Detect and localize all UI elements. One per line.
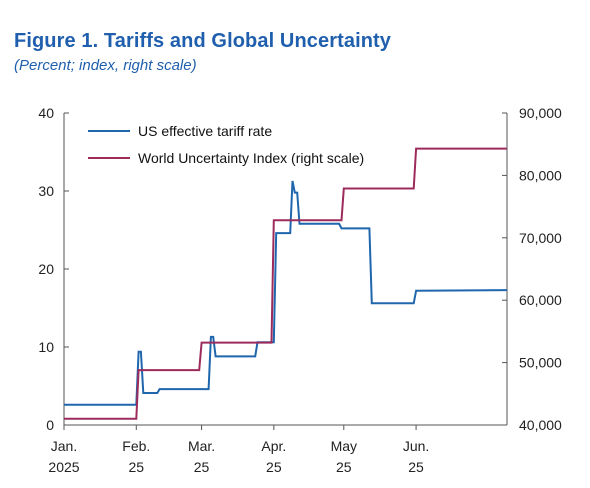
y-right-tick-label: 60,000 [519,292,562,308]
us-effective-tariff-rate-line [64,180,508,406]
y-right-tick-label: 90,000 [519,105,562,121]
y-left-tick-label: 30 [38,183,54,199]
legend-label: World Uncertainty Index (right scale) [138,150,364,166]
world-uncertainty-index-line [64,147,507,420]
x-tick-label-month: Mar. [188,438,215,454]
x-tick-label-year: 25 [194,459,210,475]
y-left-tick-label: 10 [38,339,54,355]
y-left-tick-label: 0 [46,417,54,433]
x-tick-label-year: 25 [128,459,144,475]
x-tick-label-month: Feb. [122,438,150,454]
x-tick-label-month: Jun. [403,438,429,454]
chart-title: Figure 1. Tariffs and Global Uncertainty [14,30,392,52]
y-left-tick-label: 20 [38,261,54,277]
axes-layer: 0 10 20 30 40 40,000 50,000 60,000 70,000 80,000 9… [38,105,562,475]
x-tick-label-year: 25 [336,459,352,475]
series-layer [64,147,508,420]
y-right-tick-label: 50,000 [519,355,562,371]
y-right-tick-label: 70,000 [519,230,562,246]
x-tick-label-month: Jan. [51,438,77,454]
legend: US effective tariff rate World Uncertaint… [88,123,364,166]
y-left-tick-label: 40 [38,105,54,121]
x-tick-label-month: Apr. [261,438,286,454]
x-tick-label-month: May [331,438,357,454]
legend-label: US effective tariff rate [138,123,272,139]
x-tick-label-year: 25 [408,459,424,475]
x-tick-label-year: 2025 [48,459,79,475]
chart-subtitle: (Percent; index, right scale) [14,57,197,74]
y-right-tick-label: 40,000 [519,417,562,433]
y-right-tick-label: 80,000 [519,167,562,183]
x-tick-label-year: 25 [266,459,282,475]
